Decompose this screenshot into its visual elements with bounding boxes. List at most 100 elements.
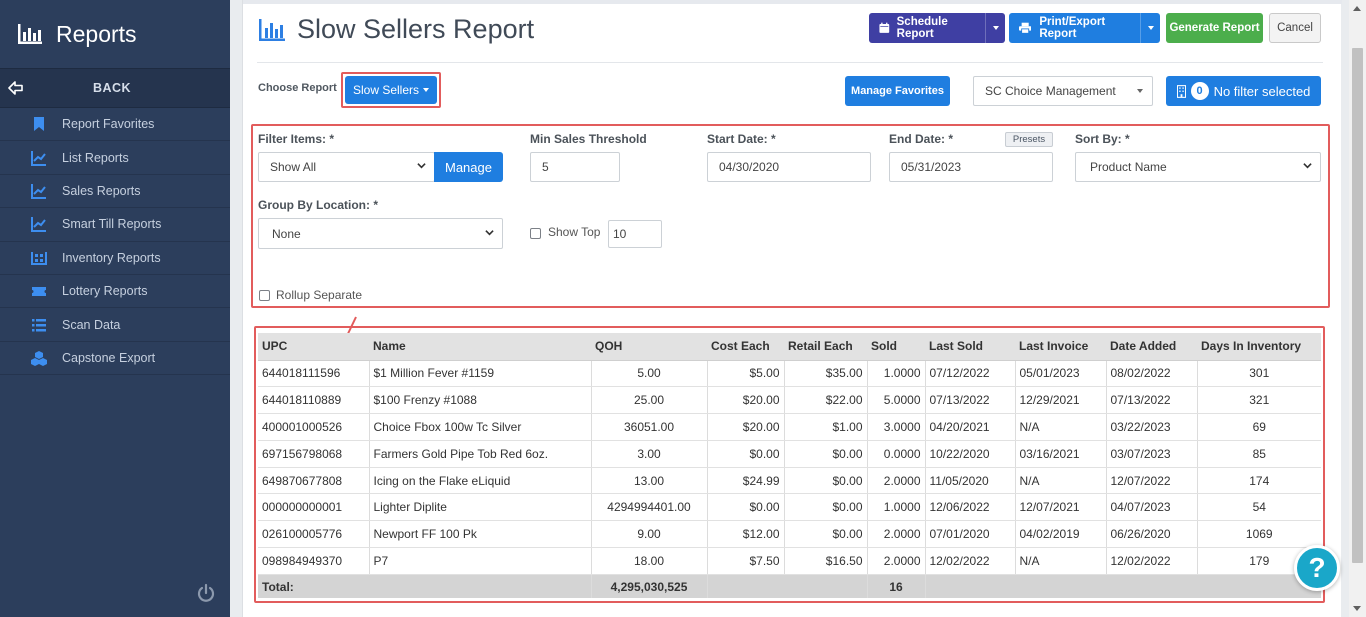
printer-icon (1019, 22, 1032, 34)
cell-days-in-inventory: 85 (1197, 440, 1321, 468)
cell-qoh: 36051.00 (591, 413, 708, 441)
cell-upc: 400001000526 (258, 413, 370, 441)
cell-last-sold: 12/02/2022 (925, 547, 1016, 575)
filter-items-value: Show All (270, 160, 317, 174)
cell-last-sold: 07/13/2022 (925, 386, 1016, 415)
manage-button[interactable]: Manage (434, 152, 503, 182)
help-button[interactable]: ? (1294, 545, 1340, 591)
cell-qoh: 9.00 (591, 520, 708, 549)
column-header-last-sold[interactable]: Last Sold (925, 333, 1015, 361)
column-header-days-in-inventory[interactable]: Days In Inventory (1197, 333, 1321, 361)
column-header-retail-each[interactable]: Retail Each (784, 333, 867, 361)
sidebar-item-list-reports[interactable]: List Reports (0, 141, 230, 175)
cell-upc: 000000000001 (258, 493, 370, 522)
schedule-report-button[interactable]: Schedule Report (869, 13, 1005, 43)
sidebar-item-inventory-reports[interactable]: Inventory Reports (0, 242, 230, 275)
header-divider (257, 62, 1323, 63)
cell-retail-each: $0.00 (784, 520, 868, 549)
cancel-label: Cancel (1277, 22, 1313, 34)
sidebar-item-scan-data[interactable]: Scan Data (0, 308, 230, 342)
sidebar-item-lottery-reports[interactable]: Lottery Reports (0, 275, 230, 309)
sidebar-item-capstone-export[interactable]: Capstone Export (0, 342, 230, 376)
group-by-label: Group By Location: * (258, 198, 378, 212)
show-top-input[interactable]: 10 (608, 220, 662, 248)
cell-retail-each: $22.00 (784, 386, 868, 415)
column-header-upc[interactable]: UPC (258, 333, 369, 361)
calendar-icon (879, 22, 890, 33)
print-dropdown-toggle[interactable] (1140, 13, 1160, 43)
cell-name: Lighter Diplite (369, 493, 592, 522)
sidebar-item-label: Capstone Export (62, 350, 156, 365)
schedule-dropdown-toggle[interactable] (985, 13, 1005, 43)
sort-by-select[interactable]: Product Name (1075, 152, 1321, 182)
column-header-last-invoice[interactable]: Last Invoice (1015, 333, 1106, 361)
start-date-input[interactable]: 04/30/2020 (707, 152, 871, 182)
end-date-input[interactable]: 05/31/2023 (889, 152, 1053, 182)
sidebar-item-label: Sales Reports (62, 183, 141, 198)
cell-retail-each: $1.00 (784, 413, 868, 441)
sidebar-item-report-favorites[interactable]: Report Favorites (0, 108, 230, 142)
list-icon (31, 317, 47, 333)
cell-upc: 026100005776 (258, 520, 370, 549)
column-header-date-added[interactable]: Date Added (1106, 333, 1197, 361)
group-by-select[interactable]: None (258, 218, 503, 249)
table-row: 000000000001 Lighter Diplite 4294994401.00… (258, 493, 1321, 522)
cell-cost-each: $0.00 (707, 440, 785, 468)
show-top-label: Show Top (548, 225, 601, 239)
scrollbar-thumb[interactable] (1352, 48, 1363, 563)
cell-upc: 697156798068 (258, 440, 370, 468)
filter-panel-outline (251, 124, 1330, 308)
company-select[interactable]: SC Choice Management (973, 76, 1153, 106)
rollup-separate-checkbox[interactable] (259, 290, 270, 301)
power-icon[interactable] (196, 583, 216, 603)
cell-days-in-inventory: 321 (1197, 386, 1321, 415)
sidebar-item-smart-till-reports[interactable]: Smart Till Reports (0, 208, 230, 242)
cell-days-in-inventory: 54 (1197, 493, 1321, 522)
cell-retail-each: $16.50 (784, 547, 868, 575)
cell-retail-each: $0.00 (784, 493, 868, 522)
table-row: 400001000526 Choice Fbox 100w Tc Silver 36… (258, 413, 1321, 441)
back-button[interactable]: BACK (0, 68, 230, 108)
cell-date-added: 03/07/2023 (1106, 440, 1198, 468)
print-export-label: Print/Export Report (1039, 16, 1106, 40)
manage-favorites-button[interactable]: Manage Favorites (845, 76, 950, 106)
cell-qoh: 5.00 (591, 360, 708, 388)
cell-retail-each: $0.00 (784, 440, 868, 468)
cell-last-invoice: N/A (1015, 547, 1107, 575)
line-chart-icon (31, 150, 47, 166)
column-header-cost-each[interactable]: Cost Each (707, 333, 784, 361)
cell-days-in-inventory: 1069 (1197, 520, 1321, 549)
scroll-down-icon[interactable] (1353, 606, 1361, 611)
cell-qoh: 18.00 (591, 547, 708, 575)
end-date-label: End Date: * (889, 132, 954, 146)
end-date-value: 05/31/2023 (901, 160, 962, 174)
generate-report-button[interactable]: Generate Report (1166, 13, 1263, 43)
report-select-button[interactable]: Slow Sellers (345, 76, 437, 104)
cancel-button[interactable]: Cancel (1269, 13, 1321, 43)
cell-last-sold: 07/12/2022 (925, 360, 1016, 388)
print-export-button[interactable]: Print/Export Report (1009, 13, 1160, 43)
filter-button[interactable]: 0 No filter selected (1166, 76, 1321, 106)
column-header-qoh[interactable]: QOH (591, 333, 707, 361)
min-sales-value: 5 (542, 160, 549, 174)
start-date-value: 04/30/2020 (719, 160, 780, 174)
sidebar-item-sales-reports[interactable]: Sales Reports (0, 175, 230, 209)
line-chart-icon (31, 216, 47, 233)
show-top-checkbox[interactable] (530, 228, 541, 239)
cell-cost-each: $24.99 (707, 467, 785, 495)
cell-retail-each: $35.00 (784, 360, 868, 388)
rollup-separate-label: Rollup Separate (276, 288, 363, 302)
column-header-sold[interactable]: Sold (867, 333, 925, 361)
min-sales-input[interactable]: 5 (530, 152, 620, 182)
column-header-name[interactable]: Name (369, 333, 591, 361)
cell-cost-each: $5.00 (707, 360, 785, 388)
group-by-value: None (272, 226, 301, 241)
cell-date-added: 03/22/2023 (1106, 413, 1198, 441)
table-row: 649870677808 Icing on the Flake eLiquid 13… (258, 467, 1321, 495)
filter-items-select[interactable]: Show All (258, 152, 435, 182)
cell-upc: 098984949370 (258, 547, 370, 575)
report-select-label: Slow Sellers (352, 83, 420, 97)
cell-date-added: 12/02/2022 (1106, 547, 1198, 575)
scroll-up-icon[interactable] (1353, 6, 1361, 11)
presets-button[interactable]: Presets (1005, 132, 1053, 147)
